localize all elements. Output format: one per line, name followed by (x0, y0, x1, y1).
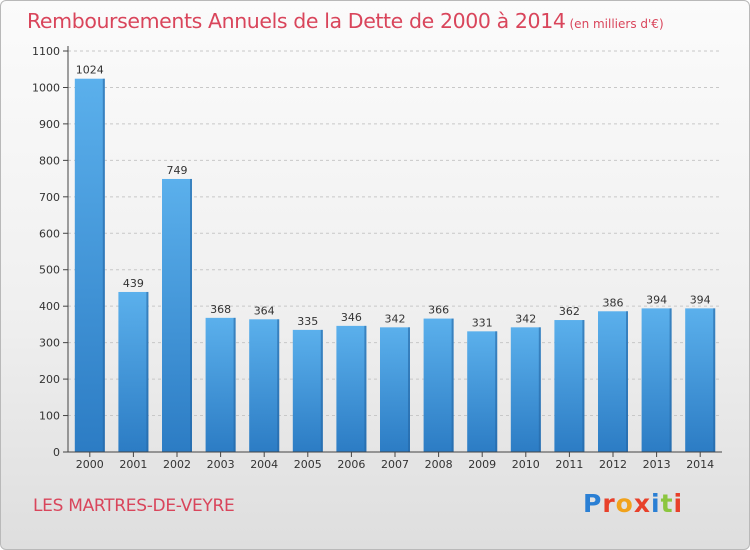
bars (74, 78, 716, 453)
bar-edge-2010 (538, 327, 541, 452)
value-label-2001: 439 (123, 277, 144, 290)
value-label-2005: 335 (297, 315, 318, 328)
bar-2011[interactable] (554, 320, 585, 452)
chart-subtitle: (en milliers d'€) (569, 17, 664, 31)
bar-edge-2003 (233, 317, 236, 452)
bar-2005[interactable] (292, 329, 323, 452)
value-label-2011: 362 (559, 305, 580, 318)
x-tick-label: 2000 (76, 458, 104, 471)
x-tick-label: 2011 (555, 458, 583, 471)
bar-edge-2005 (320, 329, 323, 452)
x-tick-label: 2003 (207, 458, 235, 471)
y-tick-label: 1000 (32, 81, 60, 94)
value-label-2009: 331 (472, 316, 493, 329)
axes (63, 46, 722, 457)
bar-edge-2000 (102, 78, 105, 453)
value-label-2002: 749 (167, 164, 188, 177)
bar-edge-2002 (190, 178, 192, 453)
x-tick-label: 2008 (425, 458, 453, 471)
x-tick-label: 2012 (599, 458, 627, 471)
x-tick-label: 2013 (643, 458, 671, 471)
bar-edge-2009 (495, 331, 498, 452)
logo-letter: r (602, 489, 616, 518)
y-tick-label: 700 (39, 191, 60, 204)
logo-letter: i (673, 489, 684, 518)
bar-edge-2012 (626, 311, 628, 452)
bar-2001[interactable] (118, 291, 149, 452)
bar-2002[interactable] (162, 178, 192, 453)
bar-2003[interactable] (205, 317, 236, 452)
value-label-2013: 394 (646, 293, 667, 306)
bar-2014[interactable] (685, 308, 716, 452)
bar-edge-2013 (669, 308, 672, 452)
bar-2008[interactable] (423, 318, 454, 452)
x-tick-label: 2001 (119, 458, 147, 471)
y-tick-label: 800 (39, 154, 60, 167)
bar-2013[interactable] (641, 308, 672, 452)
y-tick-label: 0 (53, 446, 60, 459)
bar-edge-2014 (713, 308, 716, 452)
value-label-2003: 368 (210, 303, 231, 316)
bar-edge-2004 (277, 319, 280, 452)
bar-edge-2008 (451, 318, 454, 452)
x-tick-label: 2006 (337, 458, 365, 471)
bar-edge-2007 (408, 327, 410, 452)
bar-2004[interactable] (249, 319, 280, 452)
chart-title-block: Remboursements Annuels de la Dette de 20… (27, 9, 664, 33)
value-label-2007: 342 (385, 312, 406, 325)
x-tick-label: 2007 (381, 458, 409, 471)
y-tick-label: 900 (39, 118, 60, 131)
value-label-2008: 366 (428, 304, 449, 317)
bar-2009[interactable] (467, 331, 498, 452)
bar-edge-2001 (146, 291, 149, 452)
value-label-2000: 1024 (76, 64, 104, 77)
x-tick-label: 2009 (468, 458, 496, 471)
value-label-2014: 394 (690, 293, 711, 306)
value-label-2012: 386 (603, 296, 624, 309)
logo-letter: x (633, 489, 651, 518)
labels: 0 100 200 300 400 500 600 700 800 900 1000 1100 1024… (32, 45, 714, 471)
y-tick-label: 500 (39, 264, 60, 277)
x-tick-label: 2004 (250, 458, 278, 471)
x-tick-label: 2010 (512, 458, 540, 471)
value-label-2010: 342 (515, 312, 536, 325)
y-tick-label: 1100 (32, 45, 60, 58)
logo-letter: P (583, 489, 603, 518)
x-tick-label: 2005 (294, 458, 322, 471)
logo-letter: t (660, 489, 674, 518)
bar-2006[interactable] (336, 325, 367, 452)
x-tick-label: 2002 (163, 458, 191, 471)
bar-edge-2011 (582, 320, 585, 452)
logo-letter: o (615, 489, 634, 518)
bar-2007[interactable] (380, 327, 410, 452)
chart-title: Remboursements Annuels de la Dette de 20… (27, 9, 566, 33)
logo-letter: i (651, 489, 661, 518)
y-tick-label: 400 (39, 300, 60, 313)
x-tick-label: 2014 (686, 458, 714, 471)
value-label-2004: 364 (254, 304, 275, 317)
y-tick-label: 100 (39, 410, 60, 423)
value-label-2006: 346 (341, 311, 362, 324)
town-name: LES MARTRES-DE-VEYRE (33, 496, 235, 516)
bar-edge-2006 (364, 325, 367, 452)
bar-2012[interactable] (598, 311, 628, 452)
y-tick-label: 200 (39, 373, 60, 386)
y-tick-label: 300 (39, 337, 60, 350)
y-tick-label: 600 (39, 227, 60, 240)
bar-2000[interactable] (74, 78, 105, 453)
proxiti-logo[interactable]: Proxiti (583, 489, 683, 518)
bar-2010[interactable] (510, 327, 541, 452)
